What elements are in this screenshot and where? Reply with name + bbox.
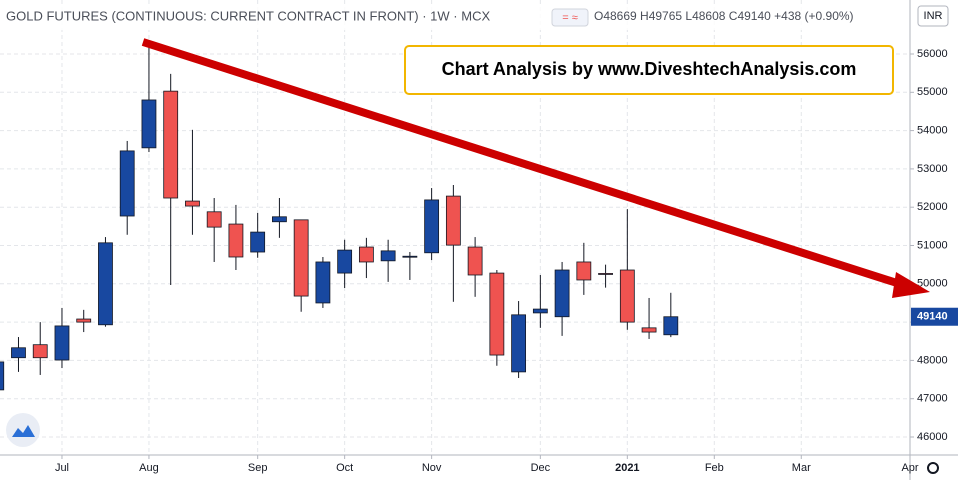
candle-body xyxy=(489,272,505,356)
y-tick-label: 51000 xyxy=(917,239,948,251)
candle-body xyxy=(32,344,48,359)
axes: 4600047000480004900050000510005200053000… xyxy=(55,48,958,474)
candle-body xyxy=(250,231,266,253)
y-tick-label: 47000 xyxy=(917,393,948,405)
candle-body xyxy=(641,327,657,333)
candle-body xyxy=(54,325,70,361)
candle-body xyxy=(511,314,527,373)
x-tick-label: Jul xyxy=(55,462,69,474)
candle-body xyxy=(424,199,440,254)
candle-body xyxy=(141,99,157,149)
y-tick-label: 53000 xyxy=(917,163,948,175)
logo-glyph xyxy=(12,425,35,437)
y-tick-label: 52000 xyxy=(917,201,948,213)
x-tick-label: Oct xyxy=(336,462,353,474)
y-tick-label: 48000 xyxy=(917,354,948,366)
x-tick-label: Apr xyxy=(901,462,918,474)
y-tick-label: 54000 xyxy=(917,125,948,137)
header-bg xyxy=(0,4,906,30)
last-price-label: 49140 xyxy=(917,311,948,323)
candle-body xyxy=(402,255,418,258)
candle-body xyxy=(98,242,113,326)
candles xyxy=(0,47,679,391)
candle-body xyxy=(11,347,26,359)
candle-body xyxy=(619,269,635,323)
candle-body xyxy=(315,261,331,304)
candle-body xyxy=(358,246,374,263)
annotation-box xyxy=(404,45,894,95)
settings-icon[interactable] xyxy=(927,462,939,474)
currency: INR xyxy=(924,10,943,22)
x-tick-label: Nov xyxy=(422,462,442,474)
last-price-box xyxy=(911,307,958,326)
candle-body xyxy=(554,269,570,318)
x-tick-label: Sep xyxy=(248,462,268,474)
x-tick-label: Feb xyxy=(705,462,724,474)
x-tick-label: 2021 xyxy=(615,462,639,474)
candle-body xyxy=(272,216,287,223)
logo[interactable] xyxy=(6,413,40,447)
arrow-head xyxy=(892,272,930,298)
candle-body xyxy=(185,200,200,207)
candle-body xyxy=(228,223,244,258)
y-tick-label: 50000 xyxy=(917,278,948,290)
candle-body xyxy=(76,318,92,323)
candle-body xyxy=(663,316,679,336)
candle-body xyxy=(598,273,613,275)
x-tick-label: Dec xyxy=(531,462,551,474)
candle-body xyxy=(467,246,483,276)
candle-body xyxy=(206,211,222,228)
ohlc-text: O48669 H49765 L48608 C49140 +438 (+0.90%… xyxy=(594,9,854,23)
trend-arrow xyxy=(141,38,902,288)
candle-body xyxy=(0,361,5,391)
x-tick-label: Aug xyxy=(139,462,159,474)
candle-body xyxy=(163,90,179,199)
candle-body xyxy=(337,249,353,274)
x-tick-label: Mar xyxy=(792,462,811,474)
candle-body xyxy=(532,308,548,314)
candle-body xyxy=(380,250,396,262)
y-tick-label: 56000 xyxy=(917,48,948,60)
candle-body xyxy=(445,195,461,246)
candle-body xyxy=(293,219,309,297)
y-tick-label: 55000 xyxy=(917,86,948,98)
candle-body xyxy=(119,150,135,217)
currency-box[interactable] xyxy=(917,5,949,27)
indicator-icon[interactable] xyxy=(551,8,589,27)
annotation: Chart Analysis by www.DiveshtechAnalysis… xyxy=(442,59,857,79)
y-tick-label: 46000 xyxy=(917,431,948,443)
chart-title: GOLD FUTURES (CONTINUOUS: CURRENT CONTRA… xyxy=(6,8,490,23)
candle-body xyxy=(576,261,592,281)
icon-glyph: = ≈ xyxy=(562,12,578,24)
